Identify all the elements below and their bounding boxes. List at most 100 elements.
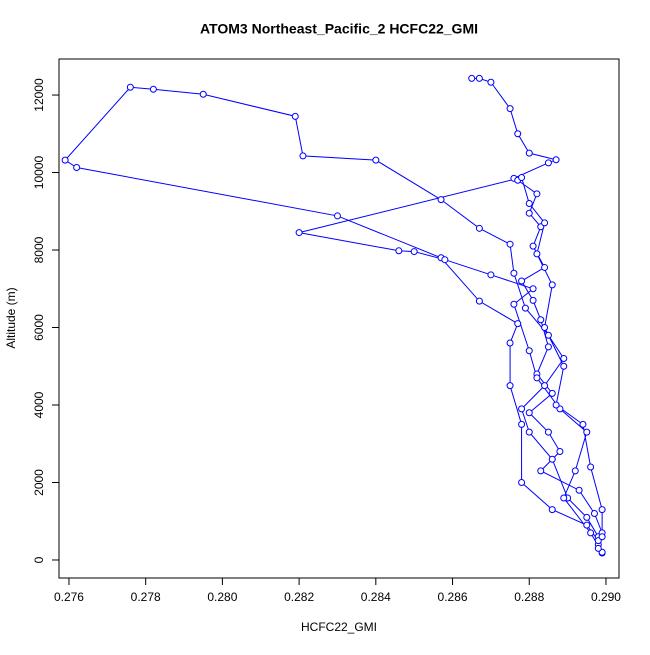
data-point [548,281,556,289]
data-point [506,382,514,390]
data-point [548,455,556,463]
data-point [510,269,518,277]
data-point [552,156,560,164]
data-point [587,529,595,537]
data-point [487,271,495,279]
y-tick-label: 8000 [32,236,46,263]
data-point [525,200,533,208]
data-point [333,212,341,220]
x-tick-label: 0.280 [207,590,237,604]
data-point [552,401,560,409]
data-point [529,242,537,250]
data-point [525,409,533,417]
y-tick-label: 10000 [32,156,46,190]
data-point [529,296,537,304]
data-point [583,513,591,521]
data-point [468,74,476,82]
data-point [579,420,587,428]
data-point [126,83,134,91]
data-point [583,428,591,436]
y-axis-label: Altitude (m) [4,287,18,348]
plot-frame [58,58,620,579]
data-point [548,389,556,397]
data-point [537,316,545,324]
x-tick-label: 0.278 [131,590,161,604]
data-point [506,240,514,248]
data-point [544,331,552,339]
data-point [199,90,207,98]
data-point [544,343,552,351]
data-point [587,463,595,471]
data-point [548,506,556,514]
data-point [541,263,549,271]
y-tick-label: 6000 [32,314,46,341]
data-point [514,130,522,138]
data-point [556,447,564,455]
data-point [541,219,549,227]
data-point [372,156,380,164]
data-point [410,248,418,256]
x-axis-label: HCFC22_GMI [301,620,377,634]
data-point [560,362,568,370]
x-tick-label: 0.282 [284,590,314,604]
data-point [583,521,591,529]
data-point [514,320,522,328]
x-tick-label: 0.288 [514,590,544,604]
data-point [475,224,483,232]
data-point [506,105,514,113]
data-point [518,478,526,486]
data-point [575,486,583,494]
data-point [73,163,81,171]
data-point [295,229,303,237]
chart-title: ATOM3 Northeast_Pacific_2 HCFC22_GMI [200,21,478,37]
data-point [598,533,606,541]
data-point [571,467,579,475]
y-tick-label: 2000 [32,469,46,496]
data-point [560,355,568,363]
data-point [441,256,449,264]
data-point [537,467,545,475]
data-point [521,304,529,312]
data-point [541,382,549,390]
data-point [299,152,307,160]
y-tick-label: 4000 [32,391,46,418]
data-point [510,300,518,308]
data-point [518,420,526,428]
data-point [518,277,526,285]
y-tick-label: 0 [32,556,46,563]
data-point [544,428,552,436]
data-point [533,250,541,258]
data-point [533,190,541,198]
y-tick-label: 12000 [32,78,46,112]
data-point [560,494,568,502]
data-point [525,209,533,217]
data-point [291,112,299,120]
data-point [475,74,483,82]
data-point [395,247,403,255]
x-tick-label: 0.284 [361,590,391,604]
data-point [544,159,552,167]
data-point [525,347,533,355]
data-point [525,149,533,157]
data-point [518,405,526,413]
data-point [518,174,526,182]
data-point [61,156,69,164]
data-point [487,78,495,86]
x-tick-label: 0.286 [438,590,468,604]
data-point [598,506,606,514]
data-point [437,196,445,204]
data-point [149,85,157,93]
data-point [541,324,549,332]
x-tick-label: 0.290 [591,590,621,604]
data-point [533,374,541,382]
x-tick-label: 0.276 [54,590,84,604]
data-point [529,285,537,293]
data-point [594,544,602,552]
data-point [590,509,598,517]
data-point [506,339,514,347]
data-point [475,297,483,305]
data-point [525,428,533,436]
